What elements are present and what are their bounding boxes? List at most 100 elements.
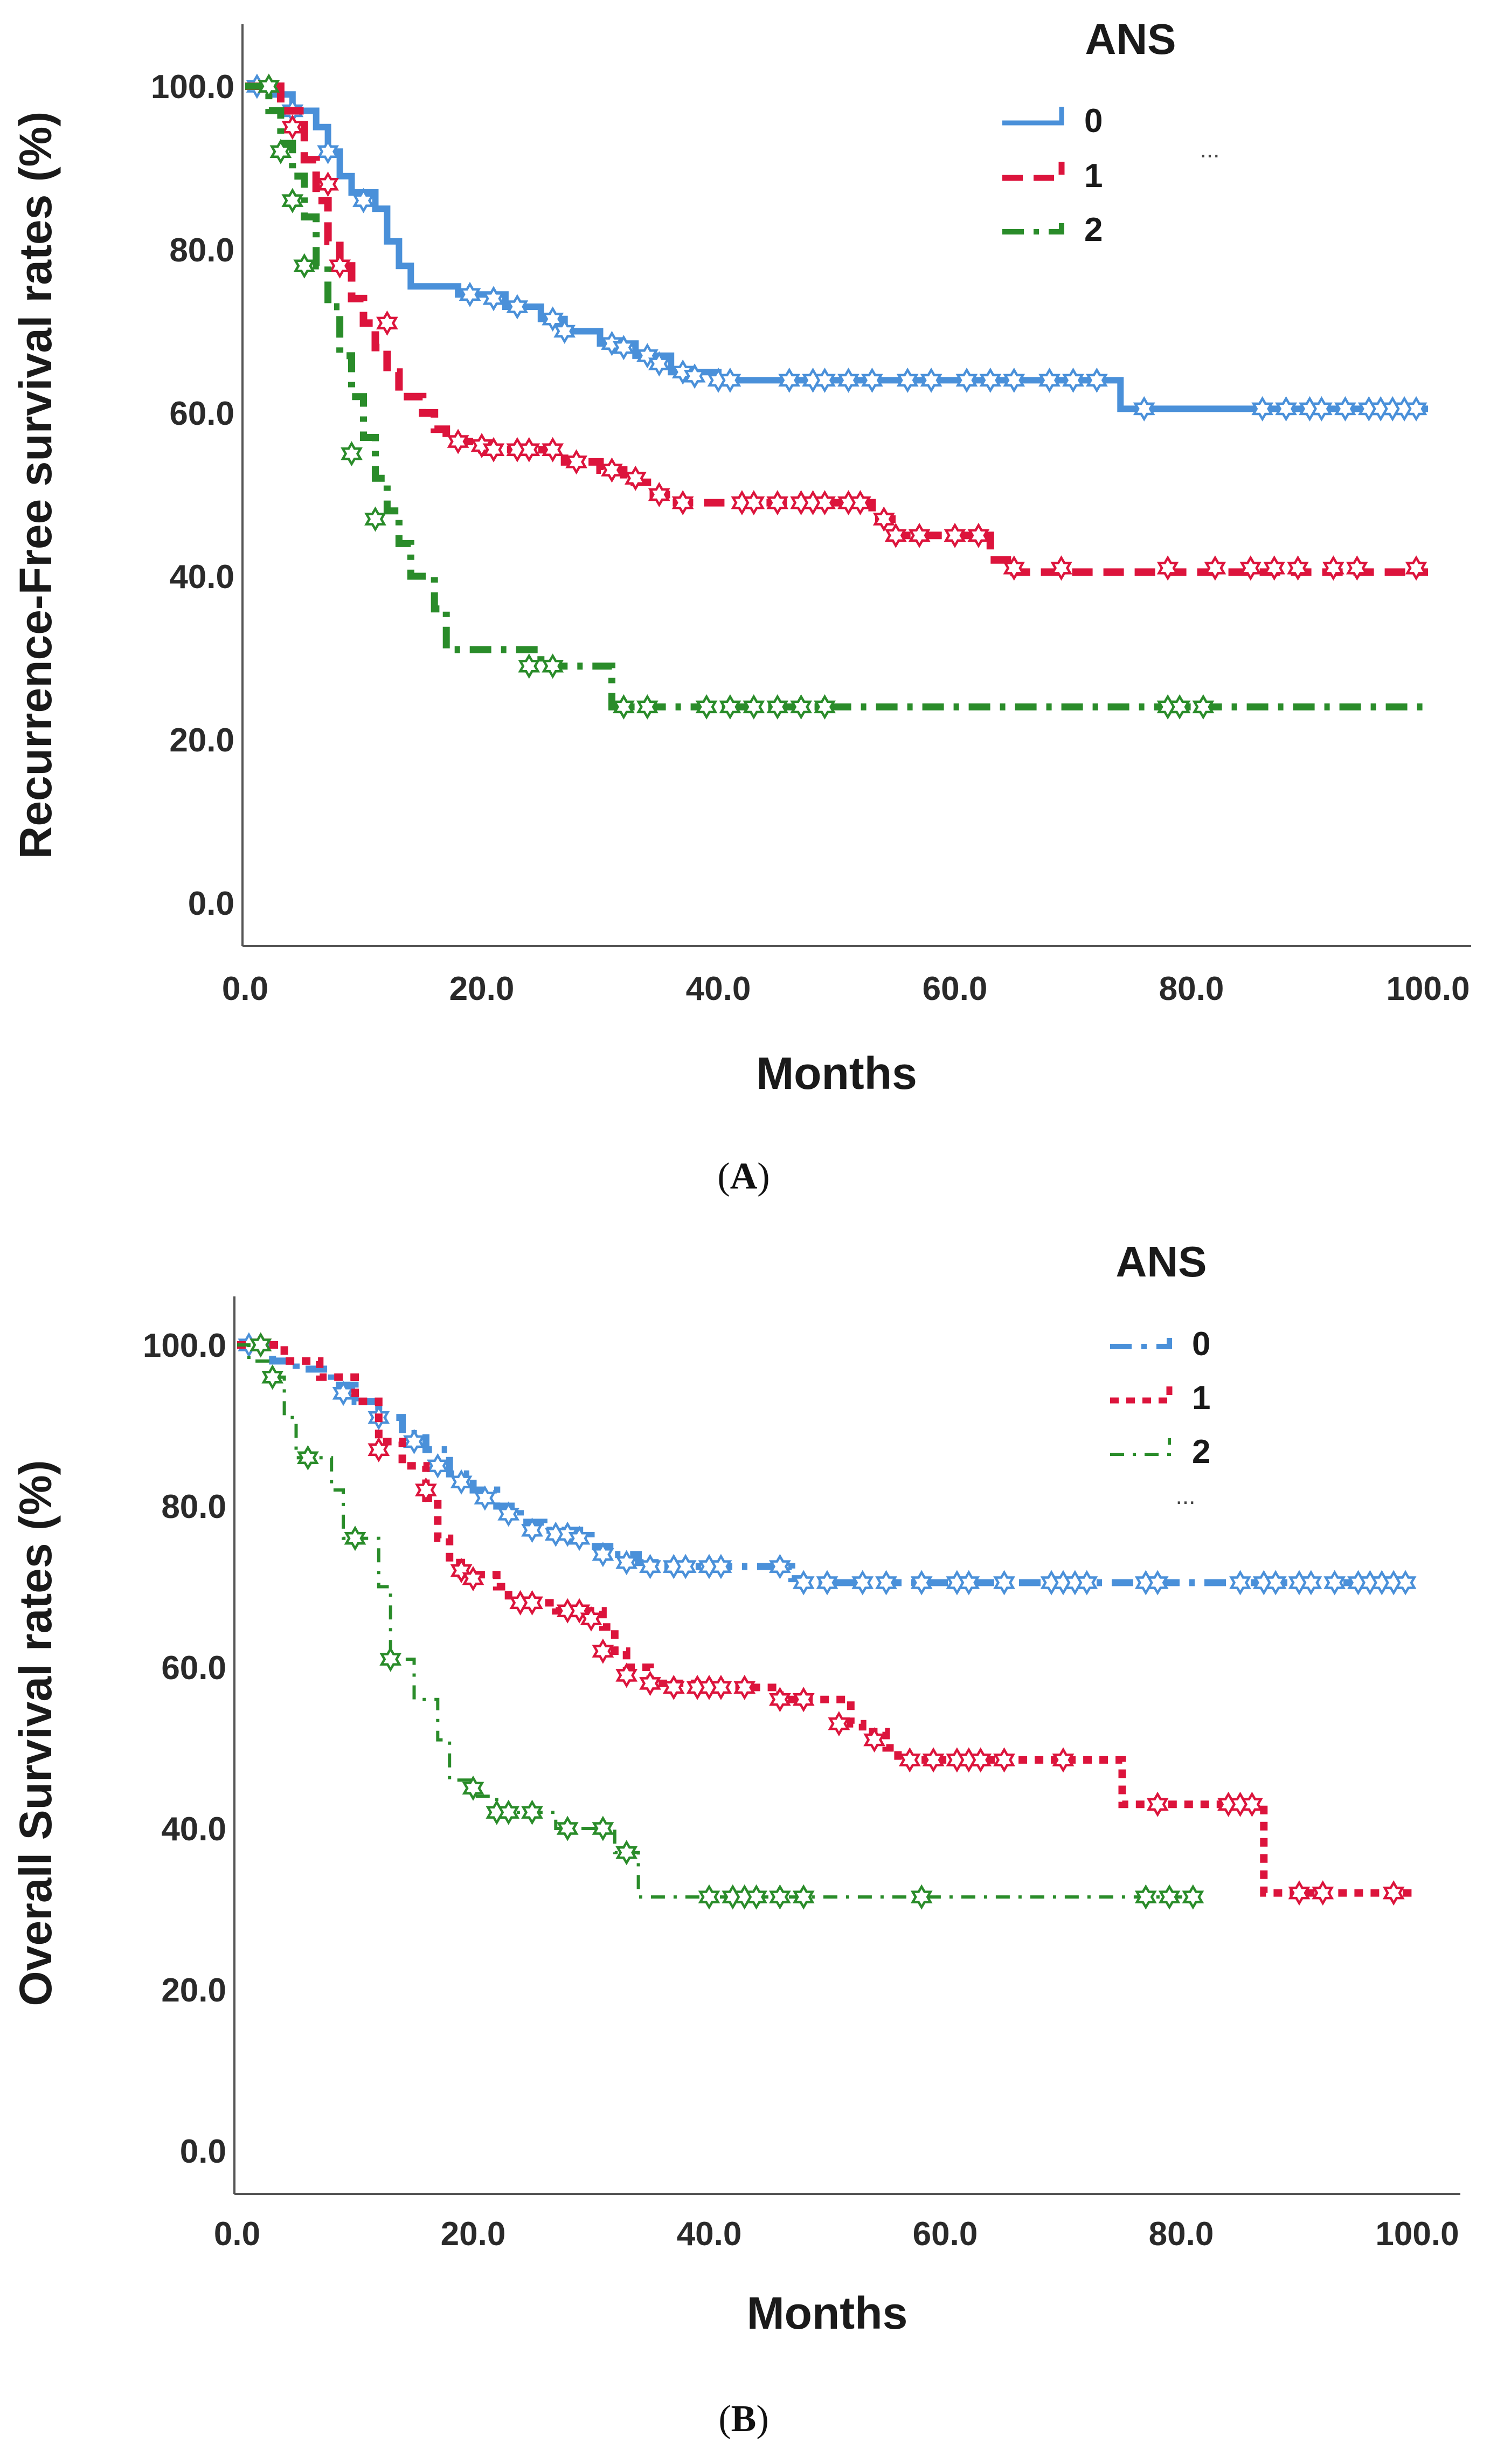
panel-label: (B) [718, 2398, 768, 2440]
censor-mark-series-0 [851, 1570, 874, 1596]
censor-mark-series-0 [958, 1570, 980, 1596]
legend-swatch-0 [1110, 1330, 1172, 1349]
censor-mark-series-0 [710, 1554, 732, 1579]
censor-mark-series-0 [450, 1469, 473, 1495]
censor-mark-series-1 [592, 1638, 614, 1664]
censor-mark-series-2 [768, 1884, 791, 1910]
censor-mark-series-2 [743, 694, 765, 720]
legend-ellipsis: ... [1176, 1483, 1196, 1509]
censor-mark-series-0 [639, 1554, 661, 1579]
censor-mark-series-0 [674, 1554, 697, 1579]
censor-mark-series-0 [1334, 396, 1356, 422]
censor-mark-series-2 [518, 653, 540, 679]
censor-mark-series-0 [332, 1381, 355, 1406]
panel-letter: A [730, 1156, 758, 1197]
censor-mark-series-1 [615, 1662, 638, 1688]
censor-mark-series-2 [293, 253, 316, 279]
y-tick-label: 60.0 [169, 395, 234, 432]
censor-mark-series-2 [910, 1884, 933, 1910]
censor-mark-series-1 [1050, 555, 1072, 581]
censor-mark-series-2 [1168, 694, 1191, 720]
y-tick-label: 40.0 [169, 558, 234, 596]
y-tick-label: 100.0 [143, 1327, 226, 1364]
censor-mark-series-0 [317, 139, 339, 164]
censor-mark-series-0 [910, 1570, 933, 1596]
series-2-line [245, 82, 1428, 710]
censor-mark-series-1 [1240, 1791, 1263, 1817]
legend-swatch-2 [1110, 1438, 1171, 1456]
y-tick-label: 80.0 [161, 1488, 226, 1526]
legend-label: 1 [1084, 157, 1103, 195]
censor-mark-series-1 [601, 457, 623, 483]
censor-mark-series-1 [368, 1437, 390, 1462]
censor-mark-series-1 [733, 1674, 756, 1700]
legend-swatch-1 [1002, 162, 1065, 181]
censor-mark-series-0 [1038, 367, 1061, 393]
x-tick-label: 80.0 [1149, 2215, 1214, 2253]
censor-mark-series-1 [1287, 555, 1309, 581]
censor-mark-series-2 [719, 694, 741, 720]
censor-mark-series-2 [497, 1799, 520, 1825]
censor-mark-series-1 [580, 1606, 602, 1632]
censor-mark-series-1 [625, 465, 647, 491]
censor-mark-series-1 [768, 1687, 791, 1713]
censor-mark-series-0 [459, 281, 481, 307]
censor-mark-series-1 [922, 1747, 945, 1773]
censor-mark-series-2 [698, 1884, 720, 1910]
censor-mark-series-1 [648, 482, 670, 507]
y-axis-label: Recurrence-Free survival rates (%) [10, 112, 61, 859]
series-1-line [245, 82, 1428, 576]
censor-mark-series-1 [671, 490, 694, 516]
censor-mark-series-1 [1052, 1747, 1075, 1773]
censor-mark-series-2 [521, 1799, 543, 1825]
censor-mark-series-2 [615, 1840, 638, 1866]
censor-mark-series-0 [1133, 396, 1155, 422]
censor-mark-series-1 [1204, 555, 1226, 581]
censor-mark-series-2 [344, 1526, 366, 1551]
y-tick-label: 100.0 [151, 68, 234, 106]
censor-mark-series-2 [612, 694, 635, 720]
censor-mark-series-0 [1003, 367, 1025, 393]
x-tick-label: 40.0 [677, 2215, 742, 2253]
x-tick-label: 60.0 [923, 970, 988, 1007]
censor-mark-series-0 [1085, 367, 1108, 393]
censor-mark-series-2 [462, 1775, 484, 1801]
legend-label: 2 [1084, 211, 1103, 249]
censor-mark-series-1 [1156, 555, 1179, 581]
censor-mark-series-0 [592, 1542, 614, 1568]
censor-mark-series-0 [719, 367, 741, 393]
censor-mark-series-0 [1146, 1570, 1169, 1596]
censor-mark-series-0 [683, 363, 706, 389]
censor-mark-series-1 [1003, 555, 1025, 581]
censor-mark-series-1 [1239, 555, 1262, 581]
censor-mark-series-1 [814, 490, 836, 516]
censor-mark-series-0 [615, 1550, 638, 1576]
x-tick-label: 20.0 [449, 970, 515, 1007]
censor-mark-series-1 [1263, 555, 1285, 581]
censor-mark-series-1 [710, 1674, 732, 1700]
censor-mark-series-1 [639, 1671, 661, 1696]
censor-mark-series-1 [414, 1477, 437, 1503]
censor-mark-series-0 [542, 306, 564, 332]
censor-mark-series-0 [993, 1570, 1015, 1596]
censor-mark-series-1 [1346, 555, 1368, 581]
censor-mark-series-1 [944, 522, 966, 548]
censor-mark-series-1 [1146, 1791, 1169, 1817]
legend-ellipsis: ... [1200, 136, 1220, 163]
chart-panel-b: 0.0 20.0 40.0 60.0 80.0 100.0 0.0 20.0 40.0 60.0 8… [10, 1238, 1460, 2440]
legend-label: 0 [1084, 102, 1103, 140]
x-tick-label: 100.0 [1386, 970, 1470, 1007]
censor-mark-series-0 [474, 1485, 496, 1511]
censor-mark-series-1 [967, 522, 990, 548]
x-axis-label: Months [756, 1048, 917, 1099]
censor-mark-series-1 [993, 1747, 1015, 1773]
censor-mark-series-1 [447, 429, 469, 454]
censor-mark-series-0 [1264, 1570, 1287, 1596]
censor-mark-series-2 [281, 188, 304, 213]
censor-mark-series-1 [518, 437, 540, 463]
censor-mark-series-0 [896, 367, 919, 393]
censor-mark-series-1 [828, 1711, 850, 1737]
chart-panel-a: 0.0 20.0 40.0 60.0 80.0 100.0 0.0 20.0 40.0 60.0 8… [10, 15, 1471, 1197]
censor-mark-series-0 [482, 286, 505, 312]
